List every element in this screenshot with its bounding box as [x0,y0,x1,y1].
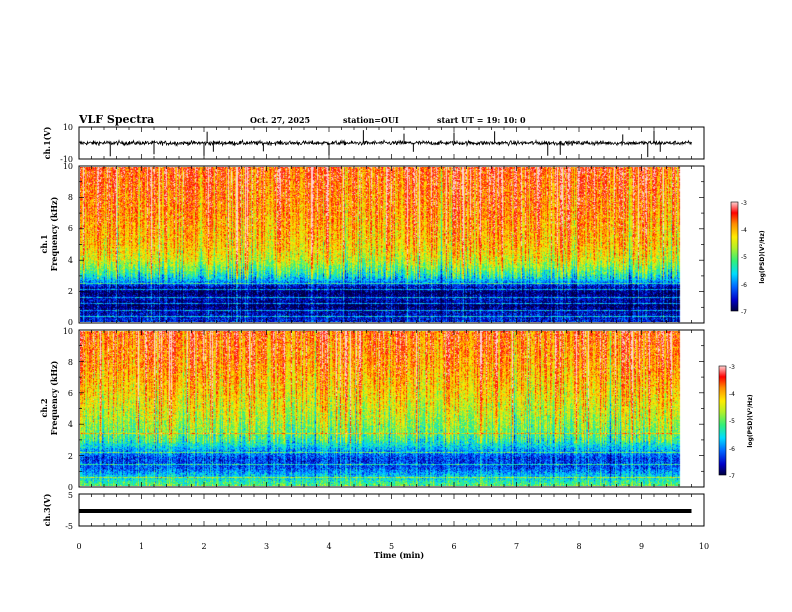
xtick-10: 10 [699,542,709,551]
ch2-cb-tick-m7: -7 [729,473,735,480]
ch2-colorbar: -3 -4 -5 -6 -7 log(PSD)(V²/Hz) [718,364,754,480]
ch1-ytick-bottom: -10 [60,155,73,164]
xtick-6: 6 [451,542,456,551]
ch1-ytick-10: 10 [63,162,73,171]
ch2-ytick-0: 0 [68,483,73,492]
ch2-spectrogram-image [80,331,693,486]
xtick-5: 5 [389,542,394,551]
ch2-ytick-8: 8 [68,358,73,367]
ch1-channel-label: ch.1 [39,234,49,253]
ch1-ytick-2: 2 [68,287,73,296]
ch2-channel-label: ch.2 [39,398,49,417]
ch1-spectrogram-ticks [78,165,705,324]
header-start-time: start UT = 19: 10: 0 [437,115,526,125]
ch2-cb-tick-m5: -5 [729,418,735,425]
ch2-frequency-label: Frequency (kHz) [49,360,59,435]
ch3-ytick-top: 5 [68,491,73,500]
header-station: station=OUI [343,115,399,125]
xtick-7: 7 [514,542,519,551]
xtick-1: 1 [139,542,144,551]
xtick-0: 0 [76,542,81,551]
ch1-ytick-4: 4 [68,256,73,265]
ch2-ytick-2: 2 [68,452,73,461]
ch1-ytick-8: 8 [68,193,73,202]
ch1-waveform-spikes [109,130,661,158]
ch1-waveform-trace [78,138,692,147]
ch1-spectrogram-image [80,167,693,322]
xtick-4: 4 [326,542,331,551]
ch2-cb-tick-m4: -4 [729,391,735,398]
ch3-waveform-ticks [78,494,705,526]
ch2-spectrogram-panel: 0 2 4 6 8 10 ch.2 Frequency (kHz) -3 -4 … [39,327,754,492]
ch1-ytick-top: 10 [63,123,73,132]
header-date: Oct. 27, 2025 [250,115,310,125]
ch1-cb-tick-m3: -3 [741,200,747,207]
ch2-cb-tick-m3: -3 [729,364,735,371]
ch2-colorbar-label: log(PSD)(V²/Hz) [747,394,754,447]
ch1-colorbar: -3 -4 -5 -6 -7 log(PSD)(V²/Hz) [730,200,766,316]
ch1-cb-tick-m6: -6 [741,282,747,289]
ch1-cb-tick-m7: -7 [741,309,747,316]
ch2-spectrogram-ticks [78,329,705,488]
ch2-ytick-6: 6 [68,389,73,398]
ch1-colorbar-label: log(PSD)(V²/Hz) [759,230,766,283]
ch3-waveform-ylabel: ch.3(V) [42,493,52,526]
x-axis-tick-labels: 0 1 2 3 4 5 6 7 8 9 10 [76,542,709,551]
ch2-ytick-10: 10 [63,327,73,336]
xtick-2: 2 [201,542,206,551]
xtick-8: 8 [576,542,581,551]
xtick-9: 9 [639,542,644,551]
ch3-waveform-panel: 5 -5 ch.3(V) [42,491,705,531]
ch1-ytick-0: 0 [68,318,73,327]
ch2-ytick-4: 4 [68,420,73,429]
ch1-waveform-panel: 10 -10 ch.1(V) [42,123,705,164]
ch2-cb-tick-m6: -6 [729,446,735,453]
figure-title: VLF Spectra [78,113,154,126]
ch1-cb-tick-m5: -5 [741,254,747,261]
ch1-waveform-ticks [78,127,705,159]
xtick-3: 3 [264,542,269,551]
ch1-spectrogram-panel: 0 2 4 6 8 10 ch.1 Frequency (kHz) -3 -4 … [39,162,766,327]
x-axis-label: Time (min) [374,550,424,560]
ch1-cb-tick-m4: -4 [741,227,747,234]
ch3-ytick-bottom: -5 [65,522,73,531]
ch1-frequency-label: Frequency (kHz) [49,196,59,271]
ch1-ytick-6: 6 [68,224,73,233]
ch1-waveform-ylabel: ch.1(V) [42,126,52,159]
